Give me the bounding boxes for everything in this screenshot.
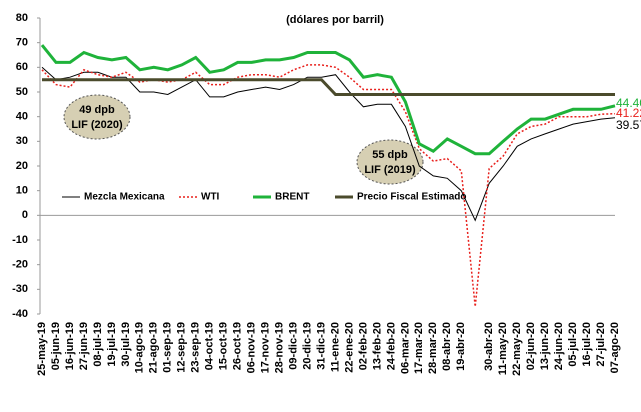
x-tick-label: 02-jun-20 <box>525 322 537 370</box>
legend-label: Mezcla Mexicana <box>84 192 165 203</box>
x-tick-label: 09-dic-19 <box>287 322 299 370</box>
legend-label: Precio Fiscal Estimado <box>357 192 467 203</box>
x-tick-label: 19-jul-19 <box>106 322 118 367</box>
x-tick-label: 19-abr-20 <box>455 322 467 371</box>
y-tick-label: -30 <box>12 283 28 295</box>
series-line <box>40 44 616 156</box>
x-tick-label: 16-jul-20 <box>581 322 593 367</box>
y-tick-label: 20 <box>16 160 28 172</box>
y-tick-label: 50 <box>16 86 28 98</box>
series-line <box>42 78 615 96</box>
y-tick-label: -40 <box>12 308 28 320</box>
x-tick-label: 30-abr-20 <box>483 322 495 371</box>
annotation-line: 55 dpb <box>372 149 408 161</box>
x-tick-label: 02-feb-20 <box>357 322 369 370</box>
x-tick-label: 01-sep-19 <box>162 322 174 373</box>
x-tick-label: 04-oct-19 <box>204 322 216 370</box>
legend-label: WTI <box>201 192 220 203</box>
x-tick-label: 15-oct-19 <box>218 322 230 370</box>
annotation-bubble <box>356 139 424 185</box>
x-tick-label: 06-nov-19 <box>246 322 258 373</box>
y-tick-label: 80 <box>16 12 28 24</box>
x-tick-label: 05-jun-19 <box>50 322 62 370</box>
x-tick-label: 27-jun-19 <box>78 322 90 370</box>
x-tick-label: 05-jul-20 <box>567 322 579 367</box>
x-tick-label: 26-oct-19 <box>232 322 244 370</box>
value-label: 44.40 <box>616 96 641 110</box>
value-label: 39.57 <box>616 118 641 132</box>
annotation: 49 dpb LIF (2020) <box>71 104 123 131</box>
value-label: 41.22 <box>616 106 641 120</box>
y-tick-label: -20 <box>12 259 28 271</box>
x-tick-label: 07-ago-20 <box>609 322 621 373</box>
x-tick-label: 13-feb-20 <box>371 322 383 370</box>
x-tick-label: 27-jul-20 <box>595 322 607 367</box>
x-tick-label: 11-may-20 <box>497 322 509 375</box>
x-tick-label: 30-jul-19 <box>120 322 132 367</box>
x-tick-label: 13-jun-20 <box>539 322 551 370</box>
x-tick-label: 17-mar-20 <box>413 322 425 374</box>
x-tick-label: 25-may-19 <box>36 322 48 376</box>
y-tick-label: 0 <box>22 209 28 221</box>
y-tick-label: 10 <box>16 185 28 197</box>
x-tick-label: 22-may-20 <box>511 322 523 376</box>
series-line <box>41 64 616 307</box>
annotation: 55 dpb LIF (2019) <box>364 149 416 176</box>
x-tick-label: 08-jul-19 <box>92 322 104 367</box>
y-tick-label: 60 <box>16 61 28 73</box>
x-tick-label: 24-feb-20 <box>385 322 397 370</box>
y-tick-label: 30 <box>16 135 28 147</box>
x-tick-label: 21-ago-19 <box>148 322 160 373</box>
series-line <box>41 66 616 222</box>
x-tick-label: 23-sep-19 <box>190 322 202 373</box>
x-tick-label: 16-jun-19 <box>64 322 76 370</box>
y-tick-label: 70 <box>16 37 28 49</box>
y-tick-label: 40 <box>16 111 28 123</box>
x-tick-label: 31-dic-19 <box>315 322 327 370</box>
legend-label: BRENT <box>275 192 309 203</box>
x-tick-label: 20-dic-19 <box>301 322 313 370</box>
x-tick-label: 28-mar-20 <box>427 322 439 374</box>
x-tick-label: 17-nov-19 <box>260 322 272 373</box>
y-tick-label: -10 <box>12 234 28 246</box>
annotation-line: LIF (2020) <box>71 119 123 131</box>
annotation-bubble <box>63 94 131 140</box>
x-tick-label: 12-sep-19 <box>176 322 188 373</box>
annotation-line: 49 dpb <box>79 104 115 116</box>
x-tick-label: 11-ene-20 <box>329 322 341 372</box>
x-tick-label: 24-jun-20 <box>553 322 565 370</box>
subtitle: (dólares por barril) <box>286 14 384 26</box>
x-tick-label: 06-mar-20 <box>399 322 411 374</box>
x-tick-label: 08-abr-20 <box>441 322 453 371</box>
x-tick-label: 10-ago-19 <box>134 322 146 373</box>
annotation-line: LIF (2019) <box>364 164 416 176</box>
x-tick-label: 22-ene-20 <box>343 322 355 373</box>
x-tick-label: 28-nov-19 <box>273 322 285 373</box>
